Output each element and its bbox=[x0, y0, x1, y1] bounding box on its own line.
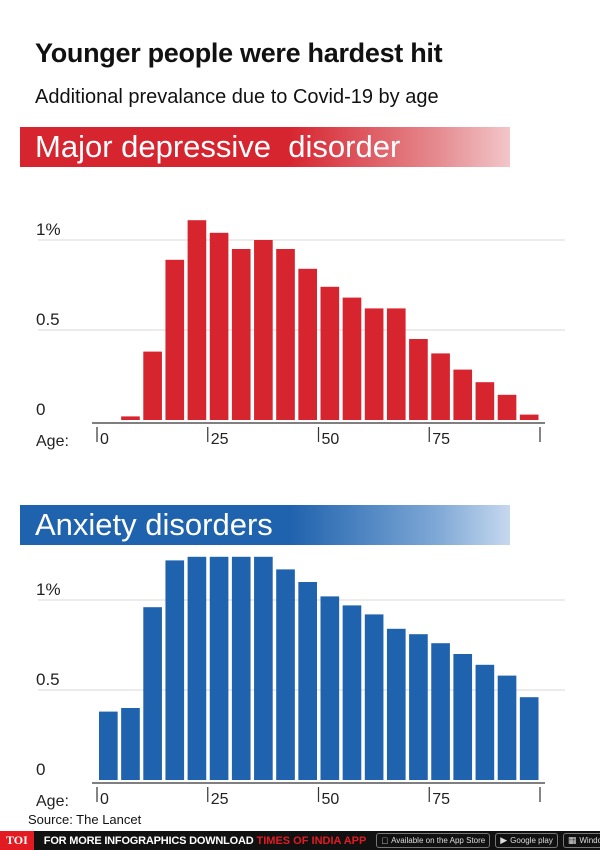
bar bbox=[99, 711, 118, 780]
bar bbox=[276, 569, 295, 780]
bar bbox=[409, 339, 428, 420]
bar bbox=[187, 556, 207, 780]
chart-1-title-banner: Major depressive disorder bbox=[20, 127, 510, 167]
y-tick-label: 1% bbox=[36, 580, 61, 599]
x-tick-label: 75 bbox=[432, 791, 450, 808]
bar bbox=[409, 634, 428, 780]
footer-promo-text: FOR MORE INFOGRAPHICS DOWNLOAD bbox=[43, 834, 254, 847]
x-tick-label: 50 bbox=[322, 431, 340, 448]
footer-promo-brand: TIMES OF INDIA APP bbox=[256, 834, 367, 847]
bar bbox=[121, 708, 140, 780]
y-tick-label: 0.5 bbox=[36, 670, 60, 689]
bar bbox=[209, 556, 229, 780]
x-tick-label: 75 bbox=[432, 431, 450, 448]
bar bbox=[298, 582, 317, 780]
chart-2-title-banner: Anxiety disorders bbox=[20, 505, 510, 545]
bar bbox=[143, 351, 162, 420]
x-tick-label: 0 bbox=[100, 431, 109, 448]
x-axis-label: Age: bbox=[36, 433, 69, 450]
bar bbox=[209, 232, 229, 420]
bar bbox=[298, 268, 317, 420]
y-tick-label: 0 bbox=[36, 760, 45, 779]
bar bbox=[143, 607, 162, 780]
bar bbox=[431, 643, 450, 780]
depression-bar-chart: 0 0.5 1% Age: 0 25 50 75 bbox=[36, 220, 565, 450]
bar bbox=[165, 560, 185, 780]
bar bbox=[342, 605, 362, 780]
bar bbox=[497, 675, 517, 780]
bar bbox=[320, 596, 340, 780]
bar bbox=[342, 297, 362, 420]
bar bbox=[431, 353, 450, 420]
bar bbox=[519, 697, 539, 780]
windows-icon: ▦ bbox=[561, 835, 577, 845]
page-subtitle: Additional prevalance due to Covid-19 by… bbox=[35, 86, 439, 108]
x-axis-label: Age: bbox=[36, 793, 69, 810]
bar bbox=[231, 249, 251, 420]
page-title: Younger people were hardest hit bbox=[35, 38, 443, 68]
x-tick-label: 25 bbox=[211, 431, 229, 448]
bar bbox=[187, 220, 207, 420]
google-play-badge[interactable]: ▶ Google play bbox=[495, 833, 558, 848]
bar bbox=[320, 286, 340, 420]
x-tick-label: 0 bbox=[100, 791, 109, 808]
bar bbox=[386, 628, 406, 780]
bar bbox=[231, 556, 251, 780]
windows-phone-badge[interactable]: ▦ Windows Phone bbox=[561, 833, 600, 848]
x-tick-label: 25 bbox=[211, 791, 229, 808]
bar bbox=[475, 382, 495, 420]
anxiety-bar-chart: 0 0.5 1% Age: 0 25 50 75 bbox=[36, 556, 565, 810]
bar bbox=[254, 240, 273, 420]
footer-bar: TOI FOR MORE INFOGRAPHICS DOWNLOAD TIMES… bbox=[0, 831, 600, 850]
bar bbox=[519, 414, 539, 420]
app-store-badge[interactable]:  Available on the App Store bbox=[376, 833, 491, 848]
apple-icon:  bbox=[381, 836, 388, 846]
bar bbox=[276, 249, 295, 420]
bar bbox=[386, 308, 406, 420]
bar bbox=[453, 654, 473, 780]
bar bbox=[364, 308, 384, 420]
windows-phone-label: Windows Phone bbox=[572, 836, 600, 845]
bar bbox=[364, 614, 384, 780]
bar bbox=[121, 416, 140, 420]
y-tick-label: 0.5 bbox=[36, 310, 60, 329]
y-tick-label: 1% bbox=[36, 220, 61, 239]
app-store-label: Available on the App Store bbox=[384, 836, 485, 845]
x-tick-label: 50 bbox=[322, 791, 340, 808]
bar bbox=[165, 259, 185, 420]
google-play-label: Google play bbox=[503, 836, 553, 845]
bar bbox=[475, 664, 495, 780]
bar bbox=[254, 556, 273, 780]
toi-logo: TOI bbox=[0, 831, 34, 850]
play-icon: ▶ bbox=[493, 835, 507, 845]
source-note: Source: The Lancet bbox=[28, 812, 142, 827]
bar bbox=[453, 369, 473, 420]
y-tick-label: 0 bbox=[36, 400, 45, 419]
bar bbox=[497, 394, 517, 420]
